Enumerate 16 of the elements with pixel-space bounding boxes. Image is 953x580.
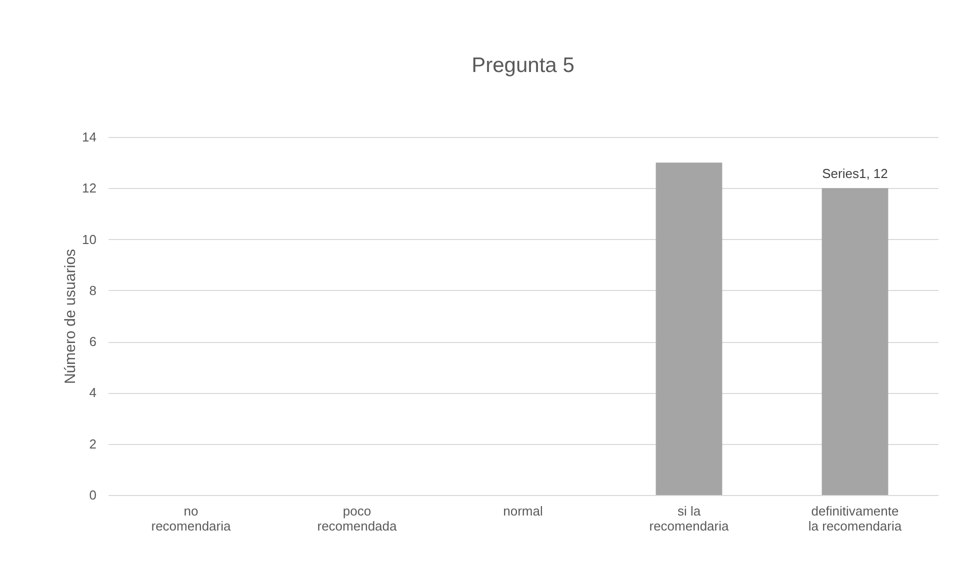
- y-tick-label: 10: [82, 232, 96, 247]
- y-tick-label: 14: [82, 130, 96, 144]
- y-tick-label: 12: [82, 180, 96, 196]
- y-tick-label: 4: [89, 385, 96, 400]
- x-tick-label: definitivamente la recomendaria: [808, 504, 902, 534]
- data-label: Series1, 12: [822, 166, 888, 182]
- y-axis-title: Número de usuarios: [62, 248, 80, 384]
- y-tick-label: 8: [89, 282, 96, 298]
- y-tick-label: 6: [89, 334, 96, 350]
- x-tick-label: si la recomendaria: [649, 504, 730, 534]
- y-tick-label: 0: [89, 488, 96, 502]
- y-tick-label: 2: [89, 436, 96, 452]
- chart-title: Pregunta 5: [472, 54, 574, 77]
- x-tick-label: no recomendaria: [151, 504, 232, 534]
- x-tick-label: poco recomendada: [317, 504, 398, 534]
- x-tick-label: normal: [503, 504, 543, 518]
